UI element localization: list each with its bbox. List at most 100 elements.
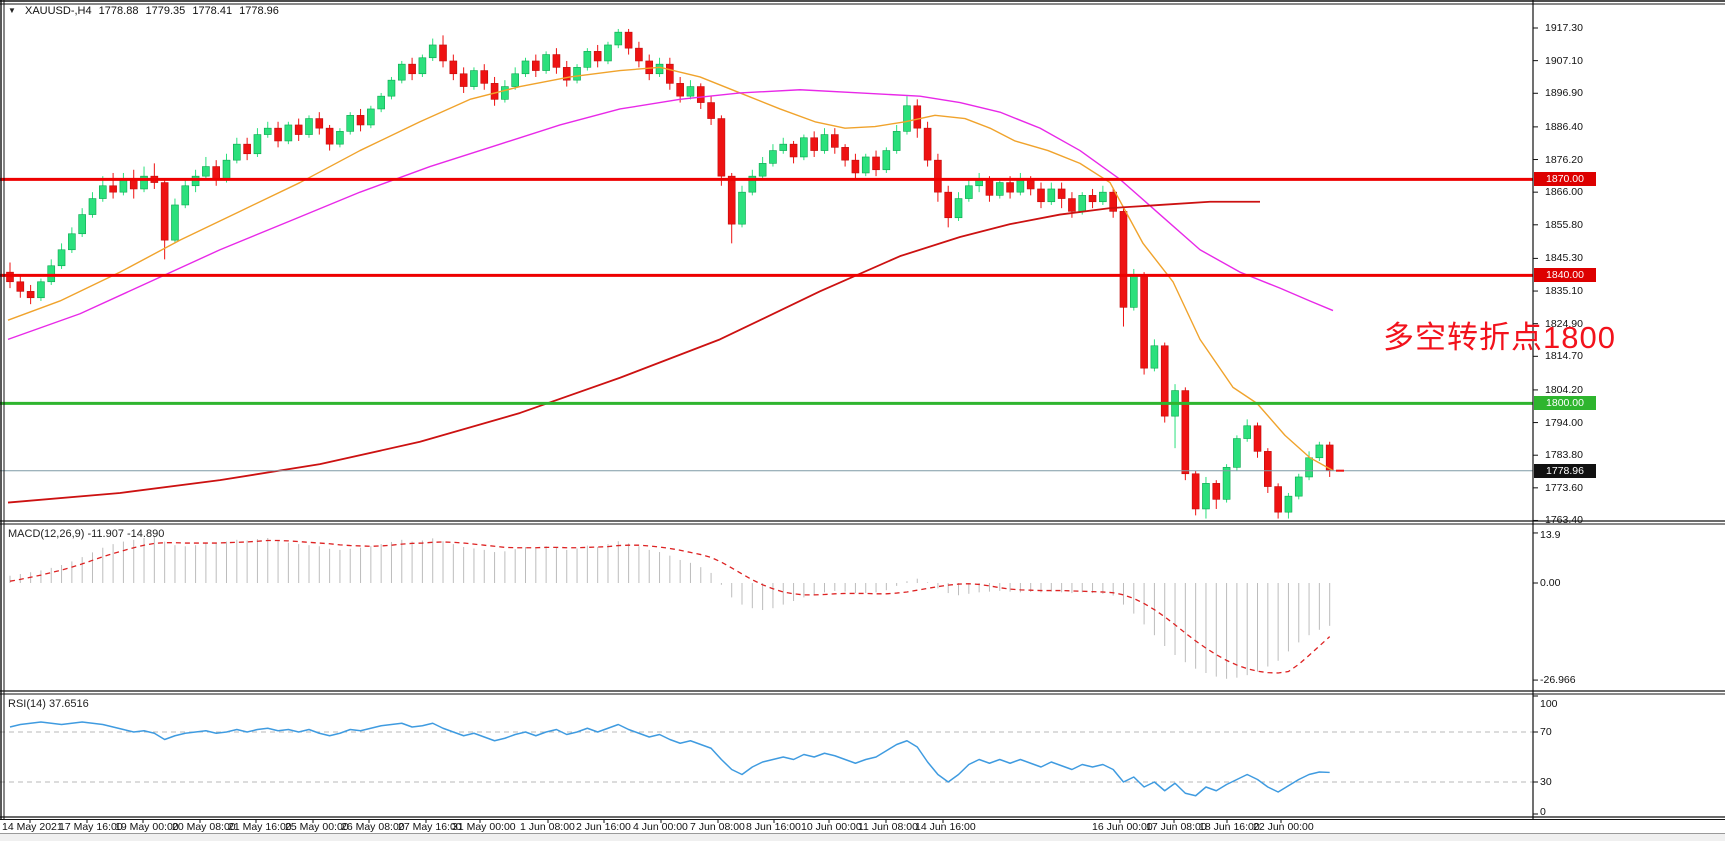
time-tick-label: 27 May 16:00 [398,821,462,833]
rsi-axis-label: 100 [1540,698,1558,710]
price-tick-label: 1814.70 [1545,350,1583,363]
candle [614,31,623,46]
time-tick-label: 11 Jun 08:00 [858,821,918,833]
candle [593,51,602,62]
candle [439,44,447,62]
candle [686,86,695,97]
time-tick-label: 21 May 16:00 [228,821,292,833]
candle [1140,275,1148,369]
candle [1078,195,1087,212]
candle [1191,473,1200,510]
time-tick-label: 25 May 00:00 [285,821,349,833]
candle [294,124,303,135]
symbol-timeframe: XAUUSD-,H4 [24,5,92,17]
candle [583,51,592,68]
macd-axis-label: 0.00 [1540,577,1561,589]
time-tick-label: 8 Jun 16:00 [746,821,801,833]
price-badge-1870.00: 1870.00 [1534,172,1596,187]
candle [707,102,715,119]
candle [16,281,25,292]
candle [511,73,519,87]
price-tick-label: 1835.10 [1545,285,1583,298]
candle [892,131,901,151]
candle [1222,467,1231,500]
rsi-line [9,721,1330,797]
candle [202,166,210,177]
price-tick-label: 1794.00 [1545,416,1583,429]
candle [408,63,416,75]
chart-title-bar: ▼ XAUUSD-,H4 1778.88 1779.35 1778.41 177… [8,5,283,17]
price-tick-label: 1783.80 [1545,449,1583,462]
quote-close: 1778.96 [239,5,279,17]
candle [1160,345,1169,417]
candle [913,105,922,129]
mid-ma-line [7,89,1334,341]
candle [418,57,427,75]
candle [88,198,97,215]
candle [222,159,231,180]
candle [521,60,530,75]
candle [1264,451,1272,487]
candle [315,118,324,129]
candle [109,185,117,193]
candle [325,127,334,145]
chart-text-annotation[interactable]: 多空转折点1800 [1383,320,1616,355]
candle [717,118,726,177]
candle [98,185,107,199]
candle [542,54,550,71]
candle [562,67,571,81]
candle [387,79,396,97]
candle [305,118,313,135]
price-tick-label: 1824.90 [1545,317,1583,330]
time-tick-label: 14 May 2021 [2,821,63,833]
candle [830,134,839,148]
price-tick-label: 1855.80 [1545,218,1583,231]
candle [1243,425,1251,439]
candle [696,86,705,103]
candle [532,60,540,71]
candle [934,159,942,193]
candle [861,156,870,174]
window-bottom-strip [0,833,1725,841]
candle [212,166,220,180]
candle [1047,188,1056,203]
candle [769,150,777,164]
candle [397,63,406,81]
rsi-indicator-label: RSI(14) 37.6516 [8,698,89,710]
candle [624,31,633,49]
candle [727,175,736,225]
candle [490,83,499,100]
candle [1315,444,1324,459]
candle [140,175,148,190]
candle [501,86,509,100]
candle [284,124,293,142]
candle [1284,495,1293,513]
candle [1305,457,1313,478]
rsi-axis-label: 70 [1540,726,1552,738]
candle [604,44,612,62]
candle [346,115,355,132]
candle [78,214,86,235]
fast-ma-line [7,66,1334,472]
candle [800,137,808,158]
candle [1233,438,1241,468]
time-tick-label: 26 May 08:00 [341,821,405,833]
candle [635,47,643,62]
candle [872,156,880,171]
candle [1253,425,1262,452]
price-badge-1778.96: 1778.96 [1534,463,1596,478]
price-tick-label: 1773.60 [1545,481,1583,494]
candle [356,115,365,126]
time-tick-label: 14 Jun 16:00 [915,821,976,833]
symbol-dropdown-icon[interactable]: ▼ [8,6,16,15]
macd-axis-label: 13.9 [1540,529,1561,541]
candle [779,143,788,151]
candle [820,134,829,151]
candle [68,233,76,251]
candle [274,127,282,142]
candle [459,73,468,87]
candle [57,249,66,267]
candle [841,147,849,161]
